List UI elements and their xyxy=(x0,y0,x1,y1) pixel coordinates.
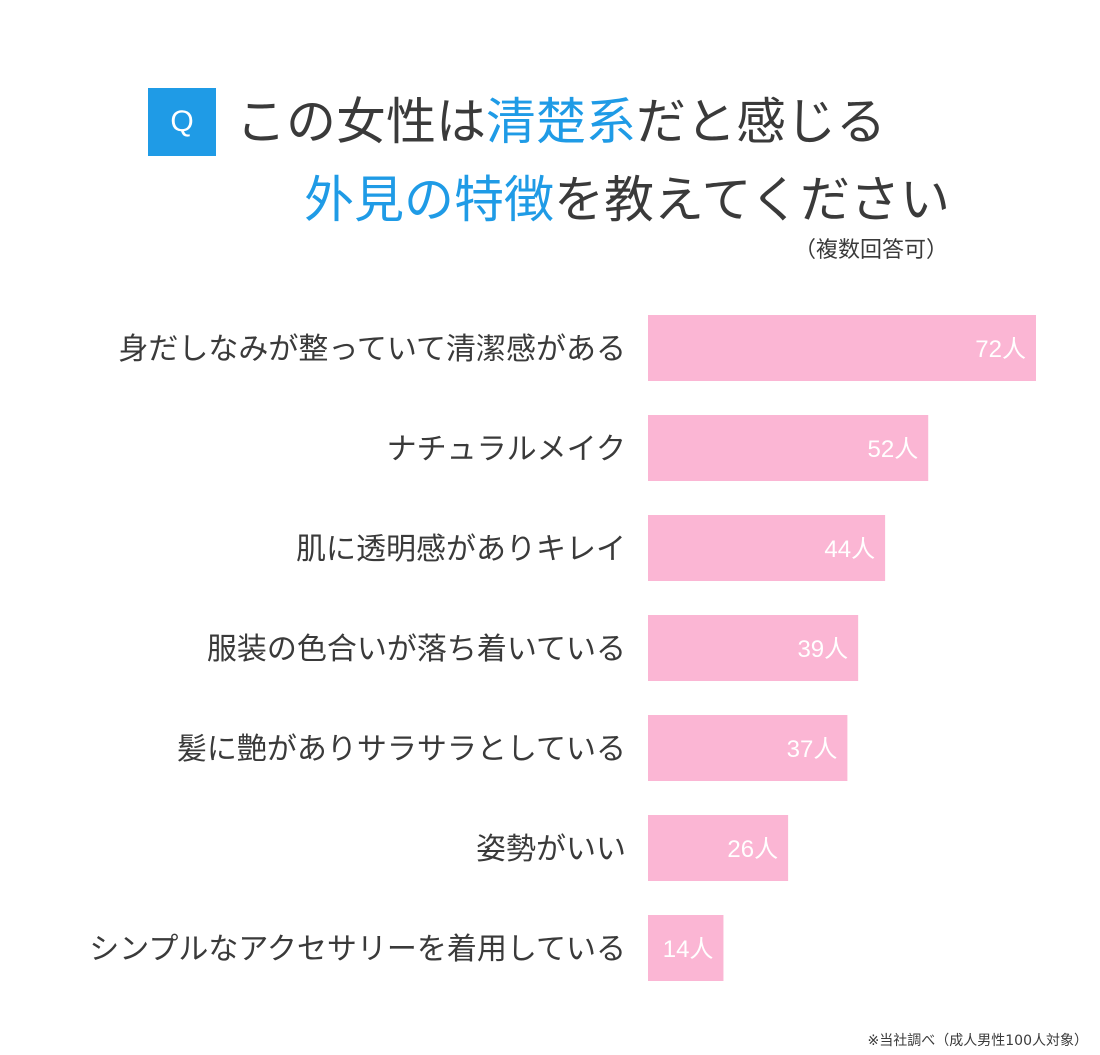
bar-1 xyxy=(648,315,1036,381)
value-label-3: 44人 xyxy=(824,536,875,563)
value-label-6: 26人 xyxy=(727,836,778,863)
title-highlight-1: 清楚系 xyxy=(486,93,636,151)
value-label-5: 37人 xyxy=(787,736,838,763)
bar-4 xyxy=(648,615,859,681)
value-label-2: 52人 xyxy=(868,436,919,463)
q-badge: Q xyxy=(148,88,216,156)
category-label-7: シンプルなアクセサリーを着用している xyxy=(89,932,626,967)
category-label-2: ナチュラルメイク xyxy=(387,432,626,467)
title-text-3: を教えてください xyxy=(554,171,950,229)
question-title-line1: この女性は清楚系だと感じる xyxy=(236,92,886,152)
category-label-3: 肌に透明感がありキレイ xyxy=(296,532,626,567)
bar-6 xyxy=(648,815,789,881)
title-highlight-2: 外見の特徴 xyxy=(304,171,554,229)
bar-3 xyxy=(648,515,886,581)
multiple-answer-note: （複数回答可） xyxy=(793,238,948,263)
category-label-6: 姿勢がいい xyxy=(476,832,626,867)
bar-5 xyxy=(648,715,848,781)
title-text-1: この女性は xyxy=(236,93,486,151)
category-label-4: 服装の色合いが落ち着いている xyxy=(207,632,626,667)
value-label-4: 39人 xyxy=(797,636,848,663)
category-label-1: 身だしなみが整っていて清潔感がある xyxy=(118,332,626,367)
value-label-1: 72人 xyxy=(975,336,1026,363)
value-label-7: 14人 xyxy=(663,936,714,963)
question-title-line2: 外見の特徴を教えてください xyxy=(304,170,950,230)
category-label-5: 髪に艶がありサラサラとしている xyxy=(177,732,626,767)
title-text-2: だと感じる xyxy=(636,93,886,151)
bar-2 xyxy=(648,415,929,481)
survey-footnote: ※当社調べ（成人男性100人対象） xyxy=(867,1033,1088,1049)
bar-7 xyxy=(648,915,724,981)
